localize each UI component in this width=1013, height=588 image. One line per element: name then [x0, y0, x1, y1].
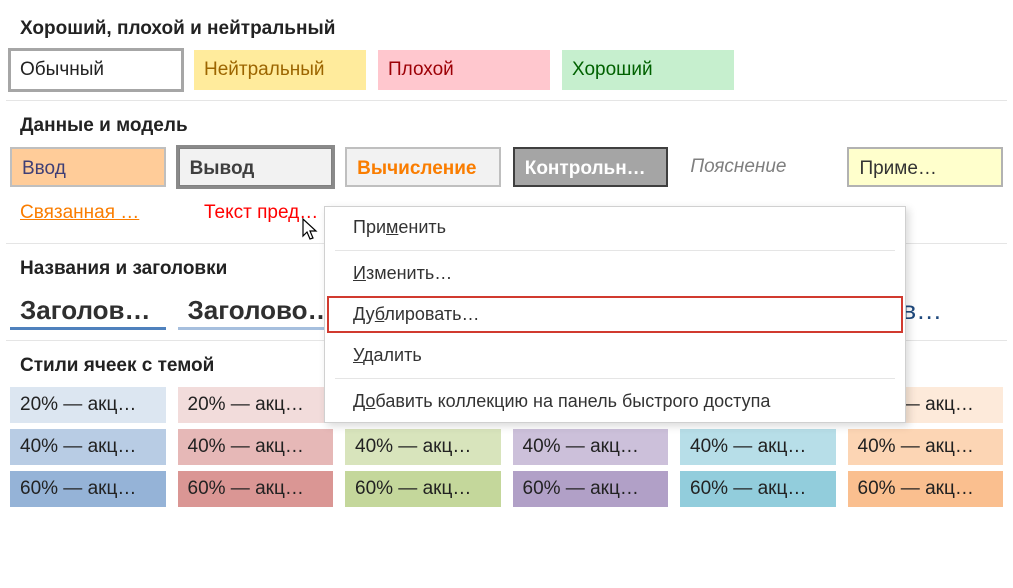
context-menu-item[interactable]: Применить	[325, 207, 905, 248]
accent-row: 60% — акц… 60% — акц… 60% — акц… 60% — акц……	[6, 471, 1007, 513]
style-cell[interactable]: 60% — акц…	[10, 471, 166, 507]
context-menu[interactable]: Применить Изменить…Дублировать…Удалить Доб…	[324, 206, 906, 423]
style-cell[interactable]: Контрольн…	[513, 147, 669, 187]
style-cell[interactable]: Пояснение	[680, 147, 835, 187]
section-title-good-bad: Хороший, плохой и нейтральный	[6, 10, 1007, 50]
style-cell[interactable]: 40% — акц…	[345, 429, 501, 465]
context-menu-item[interactable]: Удалить	[325, 335, 905, 376]
style-cell[interactable]: Вычисление	[345, 147, 501, 187]
style-cell[interactable]: Заголов…	[10, 290, 166, 330]
style-cell[interactable]: 40% — акц…	[10, 429, 166, 465]
style-cell[interactable]: 60% — акц…	[178, 471, 334, 507]
context-menu-item[interactable]: Добавить коллекцию на панель быстрого до…	[325, 381, 905, 422]
section-title-data-model: Данные и модель	[6, 107, 1007, 147]
row-good-bad: Обычный Нейтральный Плохой Хороший	[6, 50, 1007, 101]
style-cell[interactable]: 60% — акц…	[513, 471, 669, 507]
row-data-model-1: Ввод Вывод Вычисление Контрольн… Пояснение Пр…	[6, 147, 1007, 193]
style-cell[interactable]: 60% — акц…	[345, 471, 501, 507]
style-cell[interactable]: 60% — акц…	[848, 471, 1004, 507]
context-menu-item[interactable]: Изменить…	[325, 253, 905, 294]
style-cell[interactable]: Вывод	[178, 147, 334, 187]
style-cell[interactable]: Приме…	[847, 147, 1003, 187]
context-menu-item[interactable]: Дублировать…	[325, 294, 905, 335]
style-cell[interactable]: Нейтральный	[194, 50, 366, 90]
style-cell[interactable]: 40% — акц…	[178, 429, 334, 465]
style-cell[interactable]: Связанная …	[10, 193, 182, 233]
style-cell[interactable]: Заголово…	[178, 290, 334, 330]
style-cell[interactable]: 20% — акц…	[178, 387, 334, 423]
accent-row: 40% — акц… 40% — акц… 40% — акц… 40% — акц……	[6, 429, 1007, 471]
style-cell[interactable]: 20% — акц…	[10, 387, 166, 423]
style-cell[interactable]: Обычный	[10, 50, 182, 90]
style-cell[interactable]: Плохой	[378, 50, 550, 90]
style-cell[interactable]: 40% — акц…	[680, 429, 836, 465]
style-cell[interactable]: Ввод	[10, 147, 166, 187]
style-cell[interactable]: 40% — акц…	[513, 429, 669, 465]
style-cell[interactable]: Хороший	[562, 50, 734, 90]
style-cell[interactable]: 40% — акц…	[848, 429, 1004, 465]
style-cell[interactable]: 60% — акц…	[680, 471, 836, 507]
